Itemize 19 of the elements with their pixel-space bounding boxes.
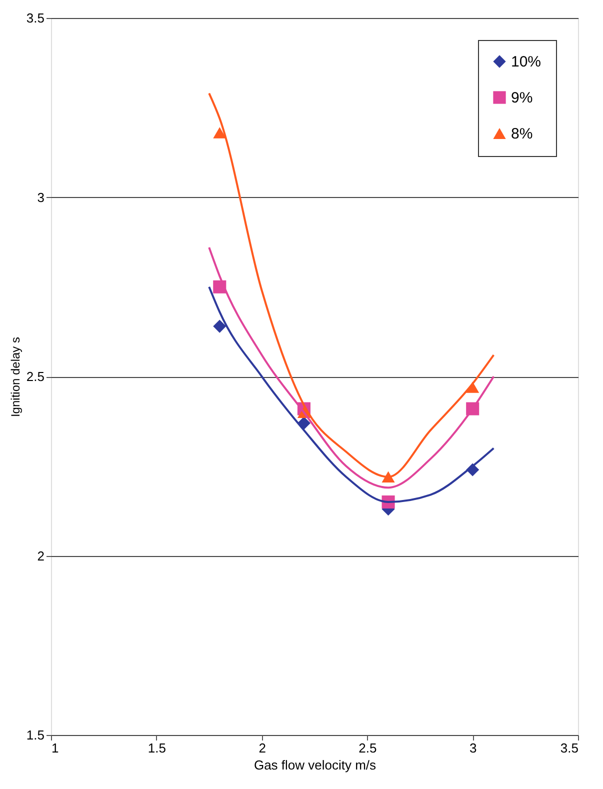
x-tick-label: 3.5 [560, 740, 578, 756]
x-tick-label: 3 [469, 740, 477, 756]
y-tick-label: 2.5 [26, 369, 44, 384]
x-axis-title: Gas flow velocity m/s [254, 758, 377, 772]
y-tick-label: 1.5 [26, 728, 44, 742]
point [213, 127, 226, 138]
y-tick-label: 3.5 [26, 10, 44, 26]
legend-label: 9% [511, 90, 533, 106]
y-tick-label: 3 [37, 190, 44, 205]
y-axis-title: Ignition delay s [8, 336, 22, 418]
x-tick-label: 2 [258, 740, 266, 756]
point [213, 320, 226, 333]
legend-label: 10% [511, 54, 542, 70]
line-series [208, 246, 495, 489]
legend-label: 8% [511, 126, 533, 142]
x-tick-label: 2.5 [358, 740, 377, 756]
x-tick-label: 1 [52, 740, 59, 756]
y-tick-label: 2 [37, 548, 44, 564]
x-tick-label: 1.5 [148, 740, 166, 756]
